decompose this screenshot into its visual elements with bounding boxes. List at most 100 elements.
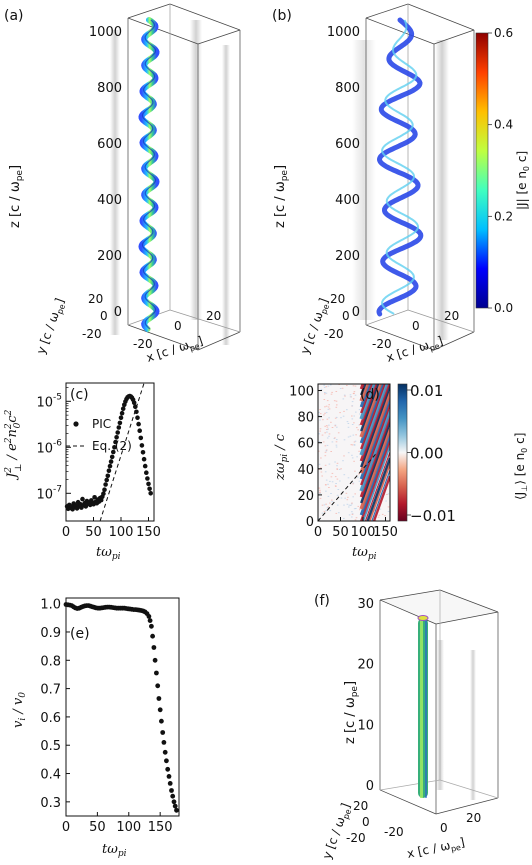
pic-point [137,428,142,434]
pic-point [120,406,126,412]
heatmap-stripe [360,439,390,521]
velocity-point [162,749,168,755]
y-tick-a-2: -20 [82,327,102,341]
velocity-point [169,788,174,793]
z-tick-b-4: 800 [335,81,360,96]
x-tick-e-1: 50 [89,820,106,835]
y-tick-d-4: 80 [297,411,314,426]
velocity-point [152,657,158,663]
y-tick-e-5: 0.8 [40,654,61,669]
velocity-point [155,683,161,689]
velocity-point [161,740,167,745]
panel-label-f: (f) [314,593,330,609]
heatmap-stripe [366,457,390,521]
velocity-point [172,803,178,809]
colorbar-d: 0.01 0.00 −0.01 ⟨J⊥⟩ [e n0 c] [397,382,529,525]
heatmap-stripe [368,463,390,521]
pic-point [148,491,153,496]
y-tick-f-0: 20 [353,799,368,813]
colorbar-b: 0.0 0.2 0.4 0.6 |J| [e n0 c] [475,26,531,315]
z-tick-a-3: 600 [97,137,122,152]
y-tick-e-3: 0.6 [40,711,61,726]
colorbar-d-tick-0: 0.01 [410,382,443,400]
y-tick-e-6: 0.9 [40,626,61,641]
colorbar-b-tick-0: 0.0 [494,301,513,315]
y-tick-c-2: 10-5 [36,392,62,410]
z-tick-f-3: 30 [357,597,374,612]
y-axis-label-a: y [c / ωpe] [34,296,69,357]
pic-point [111,449,116,455]
z-axis-label-a: z [c / ωpe] [8,165,25,228]
pic-point [147,486,152,492]
colorbar-b-tick-2: 0.4 [494,118,513,132]
heatmap-stripe [359,384,370,402]
velocity-point [151,645,157,650]
x-tick-b-0: -20 [372,337,392,351]
y-tick-e-4: 0.7 [40,683,61,698]
z-tick-f-2: 20 [357,658,374,673]
x-tick-d-0: 0 [314,525,322,540]
pic-point [140,450,146,455]
x-tick-e-2: 100 [116,820,141,835]
velocity-point [149,623,154,629]
heatmap-dashed-line [317,452,377,522]
legend-label-pic: PIC [92,417,111,431]
pic-point [139,443,145,448]
x-axis-label-f: x [c / ωpe] [406,835,467,863]
pic-point [145,476,150,481]
pic-point [109,454,115,460]
y-axis-b: y [c / ωpe] 20 0 -20 [298,292,350,356]
x-tick-a-2: 20 [206,309,221,323]
heatmap-stripe [362,445,390,521]
heatmap-stripe [372,475,390,521]
x-tick-f-2: 20 [466,811,481,825]
heatmap-stripe [360,403,390,486]
pic-point [118,415,124,421]
velocity-point [159,718,164,724]
x-tick-c-2: 100 [109,525,134,540]
y-tick-c-0: 10-7 [36,484,62,502]
z-tick-f-0: 0 [366,779,374,794]
heatmap-stripe [359,384,390,462]
velocity-point [174,807,179,813]
colorbar-b-strip [475,32,489,309]
pic-point [107,463,113,469]
heatmap-stripe [359,384,376,420]
pic-point [142,463,148,469]
panel-label-d: (d) [360,387,380,403]
y-ticks-c: 10-7 10-6 10-5 [36,387,71,502]
z-axis-label-f: z [c / ωpe] [343,681,360,744]
x-tick-d-2: 100 [351,525,376,540]
current-filament-f [417,615,429,798]
current-filament-a-core [141,19,157,330]
heatmap-stripe [364,451,390,521]
heatmap-stripes [359,384,390,521]
panel-label-c: (c) [70,387,89,403]
heatmap-stripe [359,391,390,474]
box3d-a [110,3,241,351]
current-filament-b [376,17,424,317]
y-tick-e-0: 0.3 [40,796,61,811]
pic-point [103,482,108,487]
pic-point [133,404,138,410]
z-tick-b-0: 0 [352,305,360,320]
colorbar-d-strip [397,383,408,522]
z-axis-label-b: z [c / ωpe] [273,165,290,228]
y-tick-b-2: -20 [324,327,344,341]
x-axis-label-e: tωpi [102,842,127,859]
pic-data-points [64,393,153,512]
heatmap-stripe [359,409,390,492]
x-ticks-e: 0 50 100 150 [62,812,173,835]
pic-point [106,468,112,474]
colorbar-d-label: ⟨J⊥⟩ [e n0 c] [513,433,529,500]
x-tick-d-1: 50 [332,525,349,540]
z-tick-b-1: 200 [335,249,360,264]
pic-point [113,439,118,445]
plot-frame-e [65,597,180,817]
velocity-point [147,618,153,623]
